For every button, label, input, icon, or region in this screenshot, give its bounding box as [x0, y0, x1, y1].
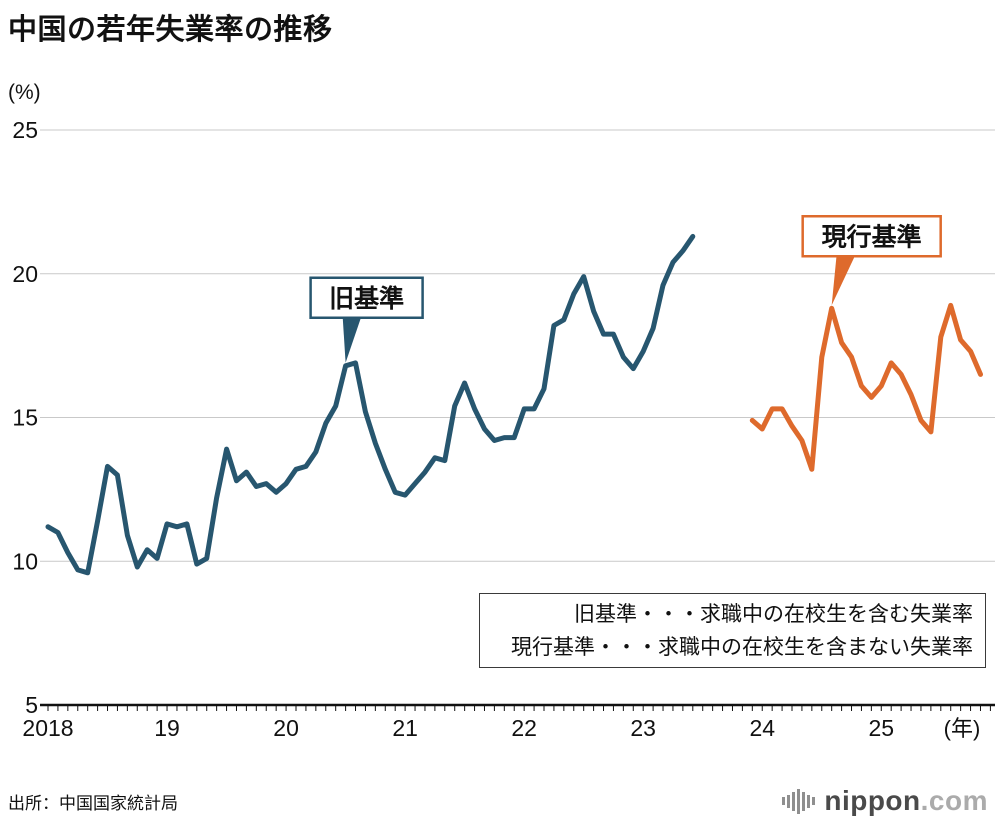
y-tick-label-10: 10 [12, 548, 38, 574]
y-tick-label-15: 15 [12, 405, 38, 431]
page-title: 中国の若年失業率の推移 [8, 14, 333, 46]
y-axis-unit-label: (%) [8, 81, 41, 104]
legend-note-line-old: 旧基準・・・求職中の在校生を含む失業率 [574, 602, 973, 626]
x-year-label-2018: 2018 [22, 715, 73, 741]
x-year-label-25: 25 [868, 715, 894, 741]
logo-suffix: .com [920, 785, 988, 816]
x-axis-unit-label: (年) [944, 716, 981, 741]
callout-pointer-1 [831, 254, 856, 306]
nippon-logo: nippon.com [782, 785, 988, 817]
callout-label-0: 旧基準 [329, 284, 404, 313]
x-year-label-19: 19 [154, 715, 180, 741]
legend-note-box: 旧基準・・・求職中の在校生を含む失業率 現行基準・・・求職中の在校生を含まない失… [479, 593, 986, 668]
x-year-label-21: 21 [392, 715, 418, 741]
logo-name: nippon [824, 785, 921, 816]
x-year-label-23: 23 [630, 715, 656, 741]
callout-box-0 [309, 276, 424, 319]
callout-box-1 [801, 215, 942, 258]
series-line-0 [45, 233, 696, 576]
x-year-label-24: 24 [749, 715, 775, 741]
logo-text: nippon.com [824, 785, 988, 817]
y-tick-label-25: 25 [12, 117, 38, 143]
source-text: 出所：中国国家統計局 [8, 794, 178, 813]
legend-note-line-current: 現行基準・・・求職中の在校生を含まない失業率 [511, 635, 973, 659]
x-year-label-22: 22 [511, 715, 537, 741]
callout-label-1: 現行基準 [822, 222, 922, 251]
soundwave-icon [782, 787, 816, 815]
callout-pointer-0 [342, 315, 362, 363]
y-tick-label-20: 20 [12, 261, 38, 287]
y-tick-label-5: 5 [25, 692, 38, 718]
series-line-1 [749, 302, 983, 472]
x-year-label-20: 20 [273, 715, 299, 741]
